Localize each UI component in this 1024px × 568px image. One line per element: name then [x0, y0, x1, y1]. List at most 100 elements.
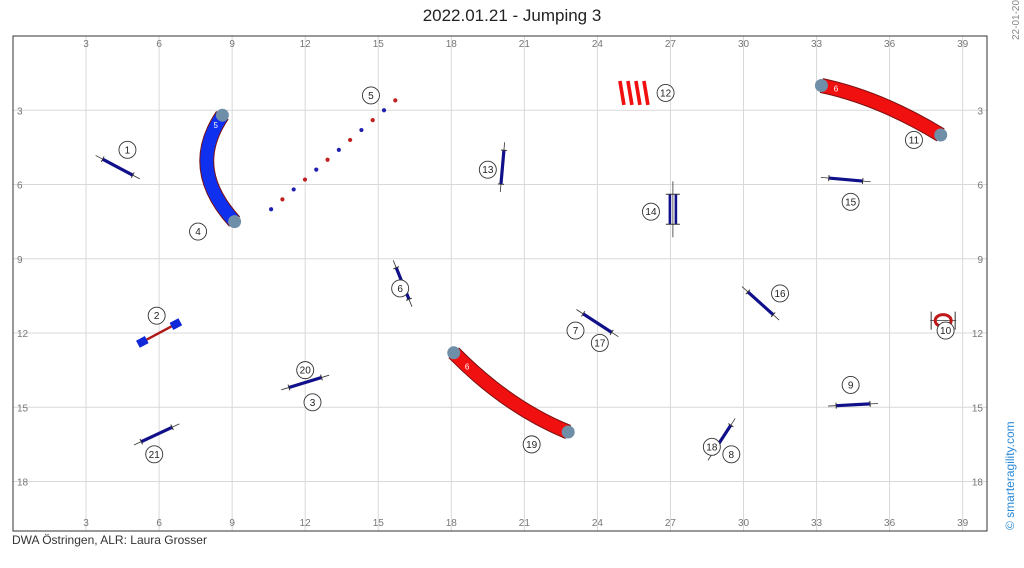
- tunnel-body: [449, 348, 571, 439]
- jump: [95, 155, 140, 180]
- tunnel-body: [820, 79, 945, 141]
- x-tick-top: 30: [738, 39, 750, 50]
- tunnel-end: [447, 346, 461, 360]
- obstacle-number: 10: [936, 321, 955, 340]
- number-circle: [590, 333, 609, 352]
- obstacle-number: 16: [771, 284, 789, 303]
- number-circle: [522, 435, 541, 454]
- jump-post: [728, 423, 734, 428]
- jump-post: [320, 374, 323, 381]
- number-circle: [303, 393, 322, 412]
- jump-post: [745, 289, 751, 295]
- obstacle-number: 4: [189, 222, 208, 241]
- x-tick-bottom: 9: [229, 518, 235, 529]
- number-label: 11: [909, 135, 920, 146]
- number-label: 20: [300, 366, 312, 377]
- weave-pole: [336, 147, 341, 152]
- weave-pole: [359, 127, 364, 133]
- number-circle: [702, 437, 721, 456]
- number-label: 1: [125, 145, 131, 156]
- number-circle: [656, 83, 675, 102]
- y-tick-right: 6: [977, 181, 983, 192]
- number-label: 4: [195, 227, 201, 238]
- x-tick-bottom: 27: [665, 518, 677, 529]
- jump-bar: [828, 176, 863, 183]
- x-tick-bottom: 30: [738, 518, 750, 529]
- jump-post: [130, 172, 135, 179]
- tunnel: 5: [199, 108, 242, 229]
- x-tick-top: 39: [957, 39, 969, 50]
- brand-link[interactable]: © smarteragility.com: [1003, 421, 1017, 530]
- number-circle: [118, 140, 137, 159]
- long-jump-plank: [626, 80, 634, 106]
- double-jump: [665, 181, 680, 238]
- weave-pole: [291, 187, 296, 192]
- long-jump-plank: [634, 80, 642, 106]
- number-label: 7: [573, 326, 579, 337]
- jump: [281, 374, 330, 391]
- number-label: 2: [154, 311, 160, 322]
- y-tick-left: 9: [17, 255, 23, 266]
- number-circle: [566, 321, 585, 340]
- x-tick-top: 27: [665, 39, 677, 50]
- weave-pole: [314, 167, 319, 172]
- obstacle-number: 7: [566, 321, 585, 340]
- wall-bar: [144, 324, 174, 342]
- number-label: 5: [368, 91, 374, 102]
- weave-pole: [370, 118, 375, 123]
- x-tick-top: 15: [373, 39, 385, 50]
- y-tick-right: 15: [972, 403, 984, 414]
- jump-bar: [836, 402, 871, 408]
- number-circle: [841, 192, 860, 211]
- axis-ticks: 3366991212151518182121242427273030333336…: [17, 39, 983, 529]
- number-circle: [841, 376, 860, 394]
- x-tick-bottom: 18: [446, 518, 458, 529]
- jump-bar: [499, 150, 506, 185]
- tunnel-end: [228, 215, 242, 229]
- number-label: 12: [660, 88, 672, 99]
- jump: [828, 400, 879, 409]
- jump-post: [405, 297, 412, 301]
- y-tick-right: 18: [972, 478, 984, 489]
- x-tick-bottom: 21: [519, 518, 531, 529]
- course-frame: [12, 35, 988, 532]
- x-tick-bottom: 36: [884, 518, 896, 529]
- obstacle-number: 1: [118, 140, 137, 159]
- weave-pole: [393, 98, 398, 103]
- jump-post: [500, 149, 507, 151]
- tunnel-end: [215, 108, 229, 122]
- number-circle: [361, 86, 380, 105]
- number-label: 17: [594, 338, 606, 349]
- obstacle-number: 12: [656, 83, 675, 102]
- obstacle-number: 8: [722, 445, 741, 464]
- jump-bar: [288, 375, 322, 390]
- jump-post: [497, 183, 504, 185]
- wall-jump: [136, 318, 183, 348]
- number-label: 13: [482, 165, 494, 176]
- jump-post: [287, 384, 291, 391]
- jump-post: [861, 177, 864, 185]
- x-tick-top: 12: [300, 39, 312, 50]
- number-label: 14: [645, 207, 657, 218]
- tunnel-label: 6: [465, 362, 470, 371]
- number-circle: [145, 445, 164, 464]
- tunnel-label: 5: [213, 121, 218, 130]
- number-circle: [296, 361, 315, 380]
- tunnel-end: [561, 425, 575, 439]
- wall-wing: [169, 318, 183, 330]
- obstacle-number: 9: [841, 376, 860, 394]
- x-tick-bottom: 12: [300, 518, 312, 529]
- long-jump-plank: [618, 80, 626, 106]
- weave-pole: [280, 197, 285, 202]
- obstacle-number: 20: [296, 361, 315, 380]
- obstacle-number: 2: [147, 306, 166, 325]
- jump-post: [100, 156, 105, 163]
- weave-pole: [325, 157, 330, 162]
- timestamp-version: 22-01-2022 17:12 (v3.6.4m): [1011, 0, 1022, 40]
- y-tick-left: 3: [17, 106, 23, 117]
- obstacle-number: 21: [145, 445, 164, 464]
- x-tick-top: 36: [884, 39, 896, 50]
- obstacle-number: 18: [702, 437, 721, 456]
- number-label: 6: [397, 284, 403, 295]
